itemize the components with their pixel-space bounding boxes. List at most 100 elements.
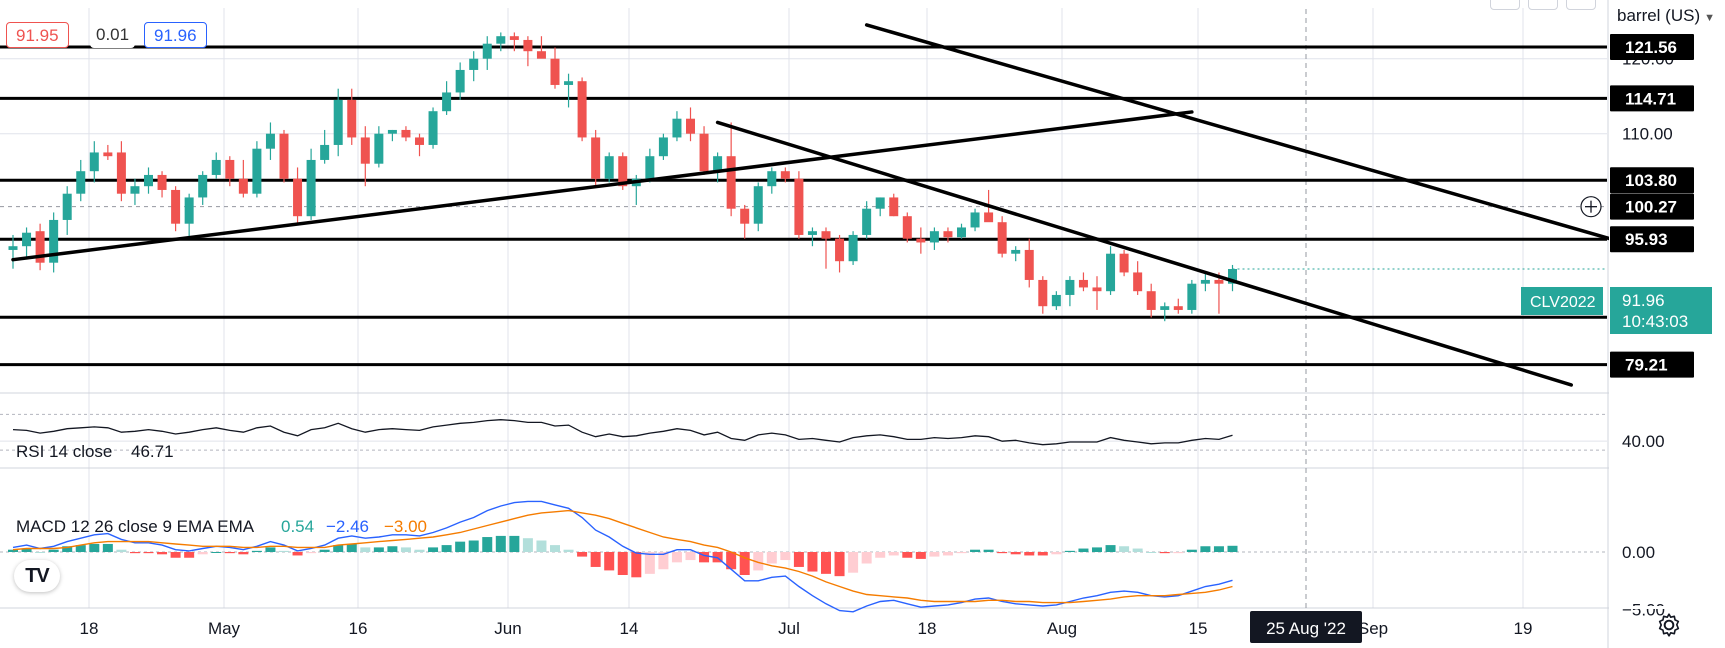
- time-tick-label: Sep: [1358, 619, 1388, 638]
- settings-gear-icon[interactable]: [1656, 612, 1682, 638]
- macd-histogram-bar: [1213, 546, 1224, 552]
- price-axis[interactable]: 120.00110.00121.56114.71103.80100.2795.9…: [1521, 0, 1725, 620]
- candle-body: [1038, 279, 1048, 307]
- macd-histogram-bar: [170, 552, 181, 558]
- candle-body: [1024, 249, 1034, 280]
- macd-histogram-bar: [1078, 548, 1089, 552]
- candle-body: [387, 129, 397, 134]
- candle-body: [116, 152, 126, 194]
- macd-histogram-bar: [224, 552, 235, 554]
- macd-histogram-bar: [1051, 552, 1062, 555]
- macd-histogram-bar: [373, 547, 384, 552]
- macd-histogram-bar: [1010, 552, 1021, 555]
- symbol-tag-background: [1521, 287, 1603, 315]
- candle-body: [89, 152, 99, 172]
- level-price-tag: [1610, 85, 1694, 112]
- macd-histogram-bar: [1119, 546, 1130, 552]
- trendline-channel-lower: [715, 120, 1573, 387]
- macd-histogram-bar: [739, 552, 750, 575]
- current-price-label: 91.96: [1622, 291, 1665, 310]
- candle-body: [1173, 306, 1183, 310]
- macd-histogram-bar: [604, 552, 615, 571]
- candle-body: [875, 197, 885, 209]
- macd-histogram-bar: [1092, 547, 1102, 552]
- macd-histogram-bar: [753, 552, 764, 571]
- macd-pane: [0, 500, 1607, 613]
- macd-histogram-bar: [292, 552, 303, 556]
- macd-histogram-bar: [8, 549, 18, 552]
- candle-body: [1187, 283, 1197, 310]
- candle-body: [320, 144, 330, 160]
- macd-histogram-bar: [455, 541, 466, 552]
- level-price-label: 114.71: [1625, 89, 1676, 108]
- macd-histogram-bar: [319, 549, 330, 552]
- candle-body: [1160, 306, 1170, 310]
- macd-histogram-bar: [671, 552, 682, 563]
- macd-histogram-bar: [1186, 549, 1197, 552]
- macd-histogram-bar: [888, 552, 899, 556]
- macd-histogram-bar: [793, 552, 804, 567]
- candle-body: [428, 111, 438, 145]
- candle-body: [740, 208, 750, 224]
- candle-body: [469, 58, 479, 70]
- candle-body: [889, 197, 899, 217]
- macd-histogram-bar: [1105, 545, 1116, 552]
- candle-body: [238, 178, 248, 194]
- macd-histogram-bar: [902, 552, 913, 558]
- macd-histogram-bar: [129, 552, 140, 554]
- candle-body: [929, 231, 939, 243]
- macd-histogram-bar: [346, 543, 357, 552]
- candle-body: [455, 69, 465, 93]
- pane-controls[interactable]: [1490, 0, 1596, 10]
- buy-price-button[interactable]: 91.96: [144, 22, 207, 48]
- macd-histogram-bar: [550, 545, 560, 552]
- rsi-line: [12, 419, 1233, 446]
- candle-body: [780, 171, 790, 179]
- candle-body: [306, 159, 316, 217]
- pane-maximize-button[interactable]: [1566, 0, 1596, 10]
- price-unit-label: barrel (US): [1617, 6, 1701, 25]
- macd-histogram-bar: [306, 552, 317, 554]
- candle-body: [726, 156, 736, 209]
- macd-histogram-bar: [631, 552, 642, 578]
- candle-body: [211, 159, 221, 175]
- candle-body: [184, 197, 194, 224]
- candle-body: [794, 178, 804, 235]
- spread-value: 0.01: [90, 22, 136, 48]
- candle-body: [604, 156, 614, 179]
- trendline-channel-upper: [864, 23, 1725, 274]
- candle-body: [645, 156, 655, 179]
- candle-body: [293, 178, 303, 217]
- candle-body: [1119, 253, 1129, 273]
- candlestick-series: [8, 32, 1237, 322]
- macd-histogram-bar: [1146, 552, 1157, 553]
- price-unit-selector[interactable]: barrel (US) ▼: [1617, 6, 1715, 26]
- macd-histogram-bar: [89, 543, 100, 552]
- trendlines: [11, 23, 1725, 387]
- time-axis[interactable]: 18 May 16 Jun 14 Jul 18 Aug 15 Sep 19 25 Aug '22: [80, 611, 1533, 643]
- macd-histogram-bar: [197, 552, 208, 555]
- pane-up-button[interactable]: [1490, 0, 1520, 10]
- macd-histogram-bar: [617, 552, 628, 575]
- tradingview-logo-icon[interactable]: TV: [14, 560, 60, 592]
- candle-body: [62, 193, 72, 220]
- sell-price-button[interactable]: 91.95: [6, 22, 69, 48]
- macd-histogram-bar: [21, 548, 32, 552]
- macd-histogram-bar: [360, 547, 371, 552]
- candle-body: [442, 92, 452, 112]
- macd-histogram-bar: [983, 549, 994, 552]
- countdown-label: 10:43:03: [1622, 312, 1688, 331]
- macd-histogram-bar: [766, 552, 777, 564]
- level-price-label: 95.93: [1625, 230, 1668, 249]
- macd-histogram-bar: [1132, 548, 1143, 552]
- macd-histogram-bar: [428, 547, 439, 552]
- signal-line: [12, 509, 1233, 604]
- pane-close-button[interactable]: [1528, 0, 1558, 10]
- macd-histogram-bar: [848, 552, 859, 573]
- macd-histogram-bar: [1173, 552, 1184, 554]
- macd-histogram-bar: [441, 545, 452, 552]
- candle-body: [835, 238, 845, 262]
- macd-histogram-bar: [658, 552, 669, 570]
- price-tick-label: 110.00: [1622, 125, 1673, 144]
